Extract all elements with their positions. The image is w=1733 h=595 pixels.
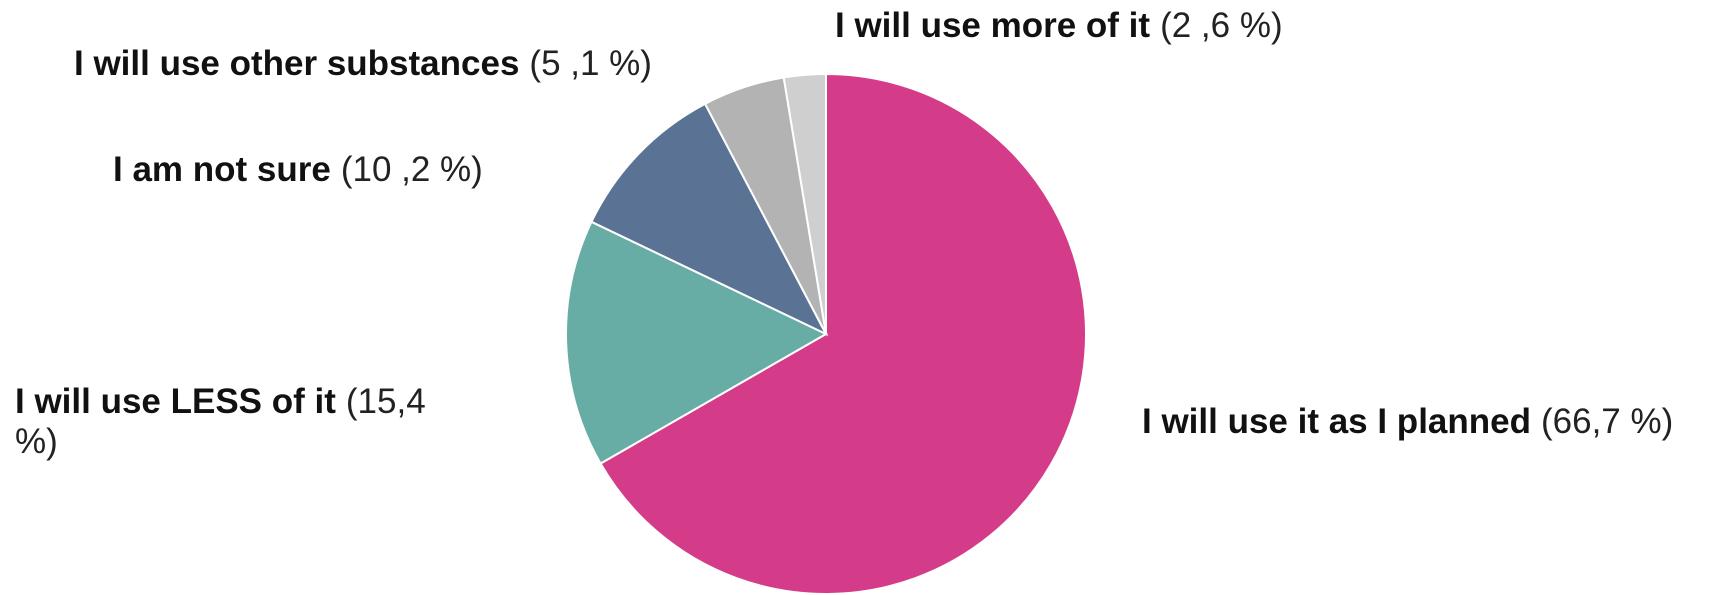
label-not-sure-category: I am not sure: [113, 150, 331, 189]
pie-slice-more: [782, 72, 827, 335]
label-other-substances: I will use other substances (5 ,1 %): [74, 44, 652, 84]
label-more: I will use more of it (2 ,6 %): [835, 6, 1283, 46]
label-not-sure-value: (10 ,2 %): [340, 150, 483, 189]
label-planned-value: (66,7 %): [1540, 402, 1674, 441]
pie-slice-planned: [599, 72, 1087, 595]
label-more-value: (2 ,6 %): [1160, 6, 1283, 45]
label-other-substances-value: (5 ,1 %): [529, 44, 652, 83]
pie-slice-not-sure: [590, 102, 829, 337]
label-other-substances-category: I will use other substances: [74, 44, 520, 83]
pie-slice-less: [565, 220, 829, 465]
label-less-value: (15,4 %): [15, 382, 426, 461]
label-more-category: I will use more of it: [835, 6, 1151, 45]
label-planned-category: I will use it as I planned: [1142, 402, 1531, 441]
label-less-category: I will use LESS of it: [15, 382, 336, 421]
label-less: I will use LESS of it (15,4 %): [15, 382, 475, 462]
label-not-sure: I am not sure (10 ,2 %): [113, 150, 483, 190]
label-planned: I will use it as I planned (66,7 %): [1142, 402, 1673, 442]
